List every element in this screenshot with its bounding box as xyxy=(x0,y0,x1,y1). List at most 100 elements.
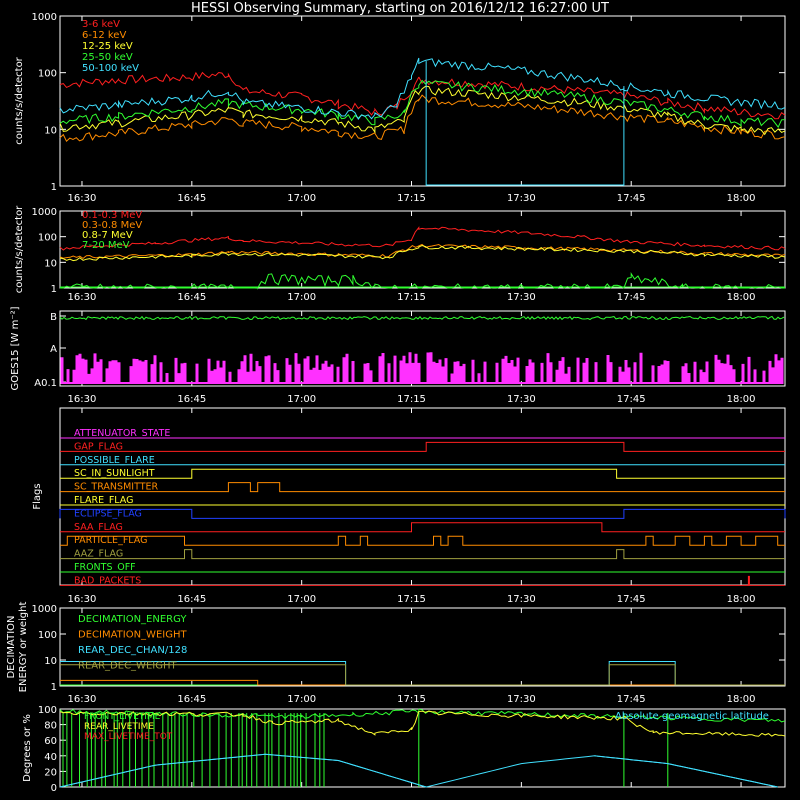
lo-xtick-label: 17:00 xyxy=(287,193,316,204)
geo-legend-max-livetime-tot: MAX_LIVETIME_TOT xyxy=(84,732,173,742)
goes-xtick-label: 18:00 xyxy=(727,394,756,405)
hi-legend-0-8-7-mev: 0.8-7 MeV xyxy=(82,230,133,241)
flags-trace-saa-flag xyxy=(60,522,785,533)
hi-xtick-label: 18:00 xyxy=(727,292,756,303)
hi-ytick-label: 1000 xyxy=(32,207,57,218)
flags-label-particle-flag: PARTICLE_FLAG xyxy=(74,535,147,546)
flags-trace-aaz-flag xyxy=(60,549,785,560)
goes-axes-frame xyxy=(59,310,786,387)
goes-xtick-label: 17:45 xyxy=(617,394,646,405)
hi-xtick-label: 17:30 xyxy=(507,292,536,303)
decim-ytick-label: 100 xyxy=(38,630,57,641)
hi-ytick-label: 1 xyxy=(51,284,57,295)
decim-ylabel-line1: DECIMATION xyxy=(6,615,17,678)
lo-series-3-6-kev xyxy=(59,71,786,120)
hi-ytick-label: 100 xyxy=(38,233,57,244)
flags-ylabel: Flags xyxy=(32,483,43,509)
lo-xtick-label: 18:00 xyxy=(727,193,756,204)
flags-trace-eclipse-flag xyxy=(59,508,786,519)
hi-xtick-label: 17:15 xyxy=(397,292,426,303)
goes-ytick-label: B xyxy=(50,312,57,323)
hi-ytick-label: 10 xyxy=(44,258,57,269)
hi-xtick-label: 16:30 xyxy=(68,292,97,303)
hi-legend-0-1-0-3-mev: 0.1-0.3 MeV xyxy=(82,210,142,221)
flags-trace-sc-in-sunlight xyxy=(60,468,785,479)
lo-axes-frame xyxy=(59,15,786,187)
lo-legend-12-25-kev: 12-25 keV xyxy=(82,41,133,52)
hi-legend-7-20-mev: 7-20 MeV xyxy=(82,240,130,251)
flags-xtick-label: 16:30 xyxy=(68,594,97,605)
flags-label-aaz-flag: AAZ_FLAG xyxy=(74,549,123,560)
lo-xtick-label: 17:15 xyxy=(397,193,426,204)
decim-ytick-label: 1 xyxy=(51,682,57,693)
lo-xtick-label: 17:30 xyxy=(507,193,536,204)
lo-xtick-label: 17:45 xyxy=(617,193,646,204)
decim-axes-frame xyxy=(59,607,786,687)
geo-ytick-label: 80 xyxy=(44,721,57,732)
goes-series-1-8-a xyxy=(59,315,785,321)
flags-trace-sc-transmitter xyxy=(60,482,785,493)
lo-legend-50-100-kev: 50-100 keV xyxy=(82,63,139,74)
decim-ylabel-line2: ENERGY or weight xyxy=(18,602,29,693)
hi-series-0-1-0-3-mev xyxy=(59,226,786,251)
decim-xtick-label: 17:45 xyxy=(617,694,646,705)
decim-legend-decimation-energy: DECIMATION_ENERGY xyxy=(78,614,187,625)
geo-axes-frame xyxy=(59,708,786,788)
flags-xtick-label: 17:45 xyxy=(617,594,646,605)
flags-label-eclipse-flag: ECLIPSE_FLAG xyxy=(74,508,142,519)
geo-ytick-label: 60 xyxy=(44,736,57,747)
lo-ytick-label: 1 xyxy=(51,182,57,193)
decim-xtick-label: 17:30 xyxy=(507,694,536,705)
geo-ytick-label: 40 xyxy=(44,752,57,763)
goes-ylabel: GOES15 [W m⁻²] xyxy=(10,306,21,390)
decim-xtick-label: 18:00 xyxy=(727,694,756,705)
hi-xtick-label: 16:45 xyxy=(177,292,206,303)
hi-series-0-3-0-8-mev xyxy=(59,243,786,260)
goes-ytick-label: A0.1 xyxy=(34,378,57,389)
lo-ytick-label: 1000 xyxy=(32,12,57,23)
lo-series-25-50-kev xyxy=(59,79,786,129)
lo-legend-6-12-kev: 6-12 keV xyxy=(82,30,126,41)
lo-legend-25-50-kev: 25-50 keV xyxy=(82,52,133,63)
decim-ytick-label: 10 xyxy=(44,656,57,667)
flags-trace-gap-flag xyxy=(60,441,785,452)
lo-ytick-label: 10 xyxy=(44,125,57,136)
flags-label-possible-flare: POSSIBLE_FLARE xyxy=(74,455,155,466)
geo-series-latitude-curve xyxy=(59,753,778,788)
geo-annotation: Absolute geomagnetic latitude xyxy=(615,711,769,722)
lo-series-50-100-kev xyxy=(59,57,786,121)
geo-ytick-label: 20 xyxy=(44,767,57,778)
lo-xtick-label: 16:30 xyxy=(68,193,97,204)
flags-label-attenuator-state: ATTENUATOR_STATE xyxy=(74,428,170,439)
goes-xtick-label: 17:30 xyxy=(507,394,536,405)
decim-series-decimation-weight xyxy=(60,679,785,686)
decim-xtick-label: 16:30 xyxy=(68,694,97,705)
geo-series-rear-livetime xyxy=(59,710,786,737)
decim-legend-rear-dec-weight: REAR_DEC_WEIGHT xyxy=(78,661,177,672)
decim-xtick-label: 17:15 xyxy=(397,694,426,705)
lo-legend-3-6-kev: 3-6 keV xyxy=(82,19,120,30)
geo-legend-rear-livetime: REAR_LIVETIME xyxy=(84,722,154,732)
decim-ytick-label: 1000 xyxy=(32,604,57,615)
decim-series-rear-dec-weight xyxy=(60,664,785,686)
lo-series-6-12-kev xyxy=(59,94,786,143)
goes-xtick-label: 16:45 xyxy=(177,394,206,405)
decim-legend-decimation-weight: DECIMATION_WEIGHT xyxy=(78,630,187,641)
flags-label-sc-in-sunlight: SC_IN_SUNLIGHT xyxy=(74,468,155,479)
hi-series-7-20-mev xyxy=(60,271,785,290)
decim-xtick-label: 17:00 xyxy=(287,694,316,705)
geo-livetime-spikes xyxy=(62,713,669,787)
lo-series-12-25-kev xyxy=(59,85,786,136)
decim-xtick-label: 16:45 xyxy=(177,694,206,705)
flags-xtick-label: 18:00 xyxy=(727,594,756,605)
flags-label-gap-flag: GAP_FLAG xyxy=(74,441,123,452)
hi-ylabel: counts/s/detector xyxy=(14,205,25,293)
geo-ylabel: Degrees or % xyxy=(22,714,33,782)
geo-ytick-label: 100 xyxy=(38,705,57,716)
hi-axes-frame xyxy=(59,210,786,289)
decim-legend-rear-dec-chan-128: REAR_DEC_CHAN/128 xyxy=(78,645,187,656)
chart-title: HESSI Observing Summary, starting on 201… xyxy=(191,1,609,16)
goes-series-0-5-4-a xyxy=(60,352,784,384)
lo-xtick-label: 16:45 xyxy=(177,193,206,204)
